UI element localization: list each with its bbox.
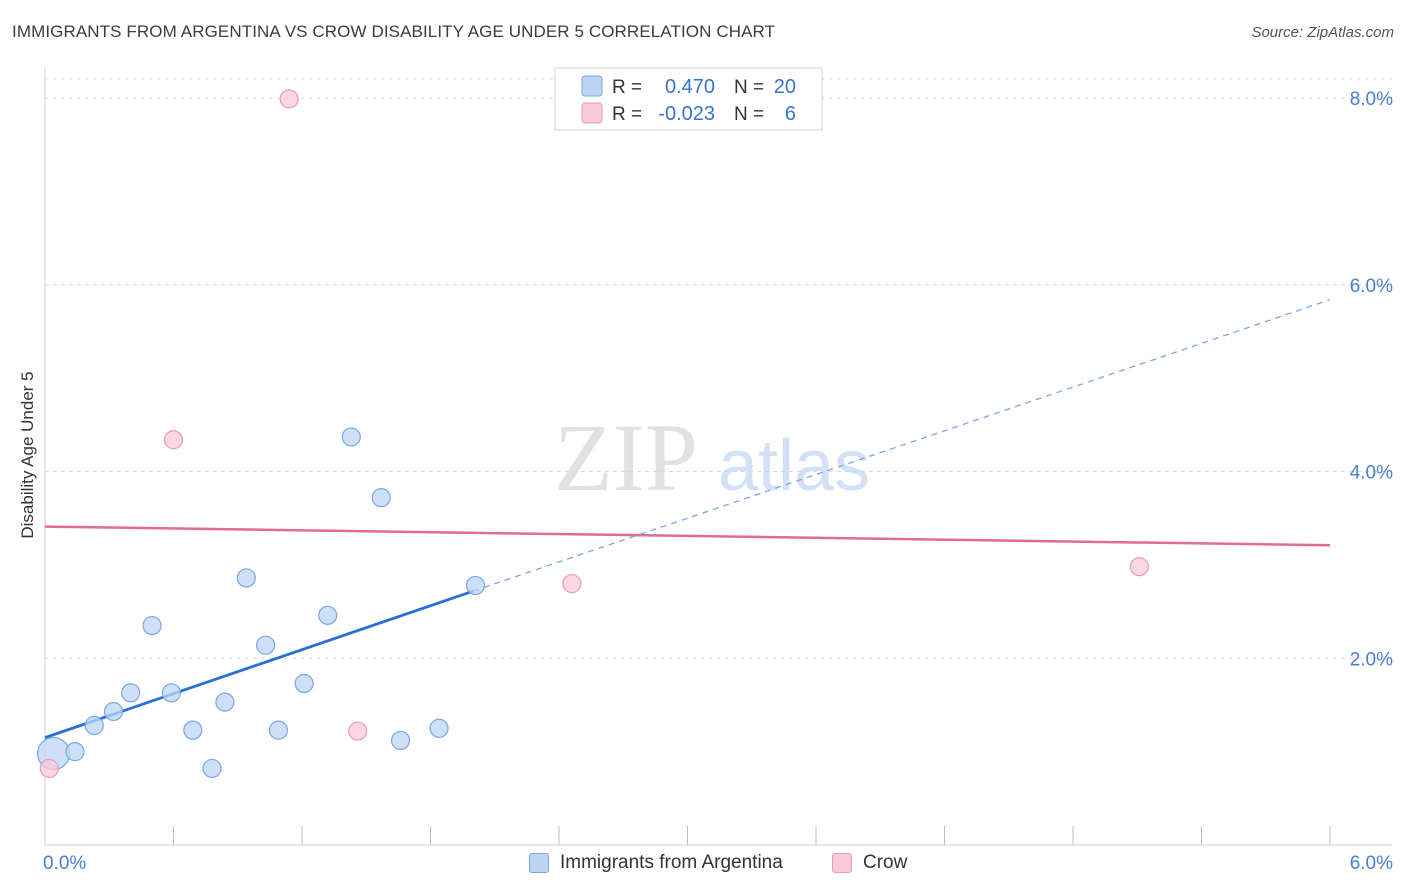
data-points — [36, 89, 1149, 779]
legend-n-label-1: N = — [734, 77, 764, 98]
point-argentina-15 — [341, 427, 361, 447]
point-crow-4 — [562, 573, 582, 594]
legend-r-label-2: R = — [612, 104, 642, 125]
y-axis-label: Disability Age Under 5 — [18, 371, 37, 538]
legend-label-argentina: Immigrants from Argentina — [560, 852, 783, 873]
legend-item-crow[interactable]: Crow — [832, 852, 907, 874]
point-crow-2 — [279, 89, 299, 109]
watermark-zip: ZIP — [554, 404, 698, 511]
point-argentina-16 — [371, 488, 391, 508]
point-argentina-19 — [465, 575, 486, 596]
point-argentina-8 — [202, 758, 222, 779]
point-argentina-3 — [103, 701, 124, 722]
point-argentina-18 — [429, 718, 449, 738]
point-argentina-17 — [390, 730, 411, 751]
series-legend: Immigrants from Argentina Crow — [0, 852, 1406, 878]
trend-lines — [44, 299, 1331, 739]
y-tick-label-0: 2.0% — [1350, 649, 1393, 670]
trend-line-argentina-extrapolated — [473, 299, 1331, 592]
y-tick-label-2: 6.0% — [1350, 276, 1393, 297]
point-argentina-10 — [236, 568, 256, 588]
legend-n-value-argentina: 20 — [774, 76, 796, 98]
point-argentina-2 — [84, 715, 104, 736]
legend-item-argentina[interactable]: Immigrants from Argentina — [529, 852, 783, 874]
legend-swatch-icon-crow — [832, 853, 852, 873]
point-argentina-6 — [161, 683, 181, 703]
point-argentina-5 — [142, 615, 162, 636]
watermark-atlas: atlas — [718, 426, 870, 506]
y-tick-label-3: 8.0% — [1350, 89, 1393, 110]
legend-r-value-argentina: 0.470 — [665, 76, 715, 98]
point-argentina-13 — [294, 673, 314, 694]
chart-title: IMMIGRANTS FROM ARGENTINA VS CROW DISABI… — [12, 22, 776, 41]
stats-legend: R = 0.470 N = 20 R = -0.023 N = 6 — [554, 67, 823, 131]
point-crow-5 — [1129, 557, 1149, 577]
legend-swatch-icon-argentina — [529, 853, 549, 873]
source-label: Source: ZipAtlas.com — [1251, 24, 1394, 41]
legend-label-crow: Crow — [863, 852, 908, 873]
point-argentina-11 — [255, 635, 276, 655]
point-argentina-14 — [318, 605, 338, 625]
point-argentina-1 — [65, 742, 85, 762]
tick-labels: 2.0% 4.0% 6.0% 8.0% 0.0% 6.0% — [43, 89, 1393, 874]
legend-n-label-2: N = — [734, 104, 764, 125]
x-tick-label-start: 0.0% — [43, 853, 86, 874]
legend-swatch-argentina — [581, 75, 603, 97]
legend-n-value-crow: 6 — [785, 103, 796, 125]
point-argentina-12 — [268, 720, 289, 740]
x-tick-label-end: 6.0% — [1350, 853, 1393, 874]
point-argentina-4 — [121, 683, 141, 703]
point-crow-0 — [39, 758, 59, 779]
legend-swatch-crow — [581, 102, 603, 124]
point-crow-3 — [348, 721, 368, 741]
point-argentina-7 — [183, 720, 203, 740]
legend-r-label-1: R = — [612, 77, 642, 98]
trend-line-crow — [44, 525, 1331, 547]
y-tick-label-1: 4.0% — [1350, 463, 1393, 484]
point-argentina-9 — [215, 692, 235, 712]
axes — [44, 68, 1392, 846]
point-crow-1 — [163, 430, 184, 450]
legend-r-value-crow: -0.023 — [658, 103, 715, 125]
